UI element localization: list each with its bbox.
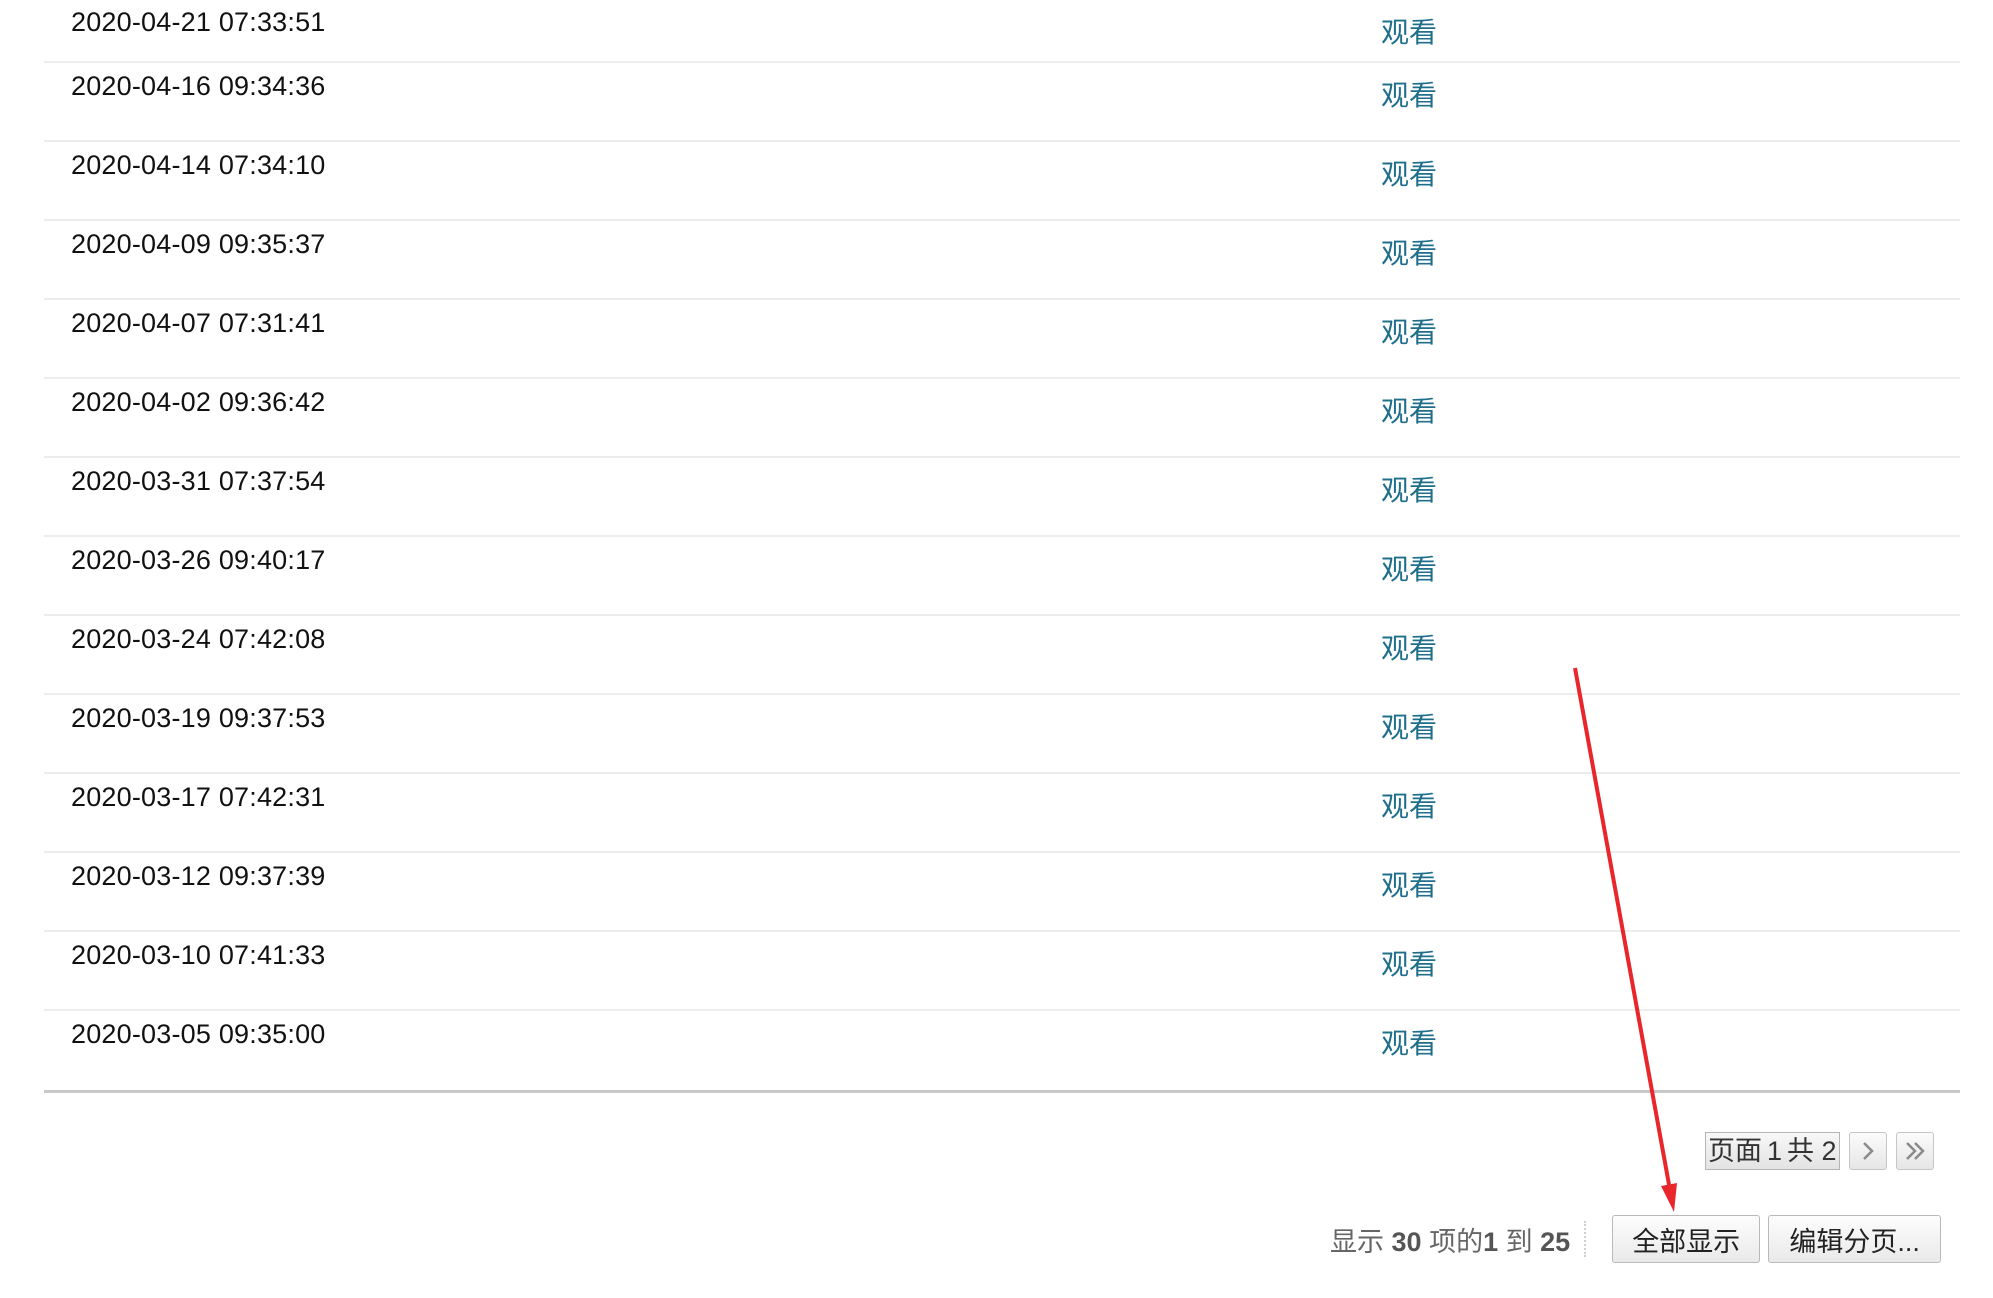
chevron-right-icon (1862, 1142, 1874, 1160)
annotation-arrow-head (1661, 1183, 1677, 1212)
watch-link[interactable]: 观看 (1381, 949, 1438, 980)
row-date: 2020-03-17 07:42:31 (71, 782, 326, 812)
table-row: 2020-03-10 07:41:33 观看 (44, 932, 1960, 1011)
last-page-button[interactable] (1895, 1132, 1934, 1170)
watch-link[interactable]: 观看 (1381, 554, 1438, 585)
summary-middle: 项的 (1429, 1226, 1484, 1257)
show-all-button[interactable]: 全部显示 (1612, 1215, 1761, 1263)
table-row: 2020-04-02 09:36:42 观看 (44, 379, 1960, 458)
table-row: 2020-04-07 07:31:41 观看 (44, 300, 1960, 379)
watch-link[interactable]: 观看 (1381, 396, 1438, 427)
row-date: 2020-03-05 09:35:00 (71, 1019, 326, 1049)
double-chevron-right-icon (1905, 1142, 1925, 1160)
watch-link[interactable]: 观看 (1381, 80, 1438, 111)
row-date: 2020-03-24 07:42:08 (71, 624, 326, 654)
table-row: 2020-04-14 07:34:10 观看 (44, 142, 1960, 221)
pagination: 页面 1 共 2 (1705, 1132, 1934, 1170)
current-page-number[interactable]: 1 (1767, 1136, 1783, 1166)
watch-link[interactable]: 观看 (1381, 317, 1438, 348)
summary-prefix: 显示 (1330, 1226, 1384, 1257)
watch-link[interactable]: 观看 (1381, 633, 1438, 664)
summary-from: 1 (1483, 1226, 1499, 1257)
watch-link[interactable]: 观看 (1381, 159, 1438, 190)
table-row: 2020-04-16 09:34:36 观看 (44, 63, 1960, 142)
row-date: 2020-04-09 09:35:37 (71, 229, 326, 259)
row-date: 2020-04-07 07:31:41 (71, 308, 326, 338)
watch-link[interactable]: 观看 (1381, 870, 1438, 901)
page-label: 页面 (1708, 1136, 1762, 1166)
row-date: 2020-04-14 07:34:10 (71, 150, 326, 180)
table-footer: 显示 30 项的1 到 25 全部显示 编辑分页... (1330, 1215, 1942, 1263)
row-date: 2020-03-10 07:41:33 (71, 940, 326, 970)
records-table: 2020-04-21 07:33:51 观看 2020-04-16 09:34:36… (44, 0, 1960, 1093)
watch-link[interactable]: 观看 (1381, 475, 1438, 506)
next-page-button[interactable] (1848, 1132, 1887, 1170)
table-row: 2020-03-12 09:37:39 观看 (44, 853, 1960, 932)
row-date: 2020-03-12 09:37:39 (71, 861, 326, 891)
edit-paging-button[interactable]: 编辑分页... (1768, 1215, 1942, 1263)
table-row: 2020-03-24 07:42:08 观看 (44, 616, 1960, 695)
table-row: 2020-03-31 07:37:54 观看 (44, 458, 1960, 537)
summary-to: 25 (1540, 1226, 1571, 1257)
watch-link[interactable]: 观看 (1381, 1028, 1438, 1059)
table-row: 2020-03-17 07:42:31 观看 (44, 774, 1960, 853)
table-row: 2020-04-09 09:35:37 观看 (44, 221, 1960, 300)
row-date: 2020-03-31 07:37:54 (71, 466, 326, 496)
row-date: 2020-04-21 07:33:51 (71, 7, 326, 37)
page-indicator[interactable]: 页面 1 共 2 (1705, 1132, 1840, 1170)
watch-link[interactable]: 观看 (1381, 238, 1438, 269)
table-row: 2020-03-19 09:37:53 观看 (44, 695, 1960, 774)
watch-link[interactable]: 观看 (1381, 712, 1438, 743)
total-pages: 2 (1821, 1136, 1837, 1166)
table-row: 2020-03-26 09:40:17 观看 (44, 537, 1960, 616)
watch-link[interactable]: 观看 (1381, 17, 1438, 48)
row-date: 2020-04-16 09:34:36 (71, 71, 326, 101)
summary-total: 30 (1391, 1226, 1422, 1257)
record-summary: 显示 30 项的1 到 25 (1330, 1220, 1570, 1259)
watch-link[interactable]: 观看 (1381, 791, 1438, 822)
table-row: 2020-04-21 07:33:51 观看 (44, 0, 1960, 63)
table-row: 2020-03-05 09:35:00 观看 (44, 1011, 1960, 1093)
divider (1584, 1221, 1587, 1257)
row-date: 2020-04-02 09:36:42 (71, 387, 326, 417)
total-label: 共 (1787, 1136, 1815, 1166)
summary-to-word: 到 (1505, 1226, 1533, 1257)
row-date: 2020-03-19 09:37:53 (71, 703, 326, 733)
row-date: 2020-03-26 09:40:17 (71, 545, 326, 575)
